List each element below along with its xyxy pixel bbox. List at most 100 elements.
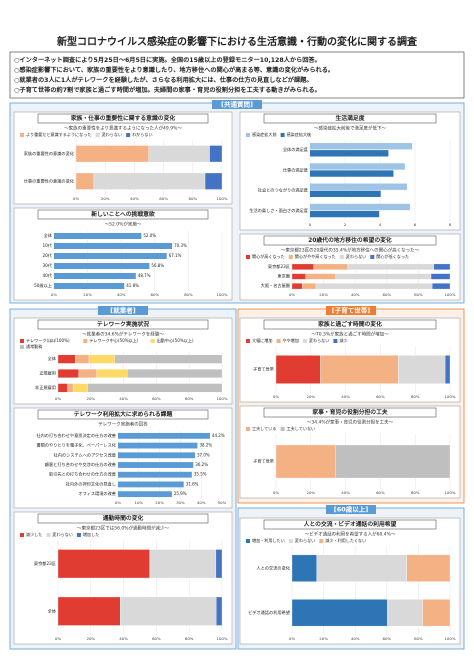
x-tick-label: 40%: [197, 500, 206, 505]
legend-label: より重要だと意識するようになった: [26, 131, 91, 137]
bar-segment: [315, 283, 433, 290]
bar-segment: [291, 263, 314, 270]
legend-label: 感染症拡大後: [287, 131, 312, 137]
panel-title: 家事・育児の役割分担の工夫: [312, 408, 388, 416]
section-tab: [212, 100, 262, 109]
x-tick-label: 40%: [119, 636, 128, 641]
x-tick-label: 4: [379, 222, 382, 227]
category-label: 子育て世帯: [253, 366, 274, 373]
category-label: 10代: [42, 242, 52, 249]
x-tick-label: 20%: [86, 396, 95, 401]
bar-segment: [275, 444, 337, 479]
x-tick-label: 0%: [289, 292, 295, 297]
legend-label: 関心が高くなった: [252, 253, 285, 259]
bar: [310, 170, 394, 177]
category-label: 全体: [44, 232, 53, 239]
bar: [54, 283, 125, 289]
bar-segment: [57, 549, 150, 579]
panel-title: 家族と過ごす時間の変化: [318, 320, 382, 328]
legend-label: やや増加: [283, 337, 299, 343]
bar-segment: [78, 369, 97, 378]
x-tick-label: 100%: [444, 394, 455, 399]
legend-swatch: [302, 339, 307, 343]
legend-swatch: [288, 539, 293, 543]
x-tick-label: 8: [449, 222, 452, 227]
bar-segment: [72, 383, 88, 393]
legend-swatch: [333, 339, 338, 343]
x-tick-label: 40%: [341, 394, 350, 399]
category-label: 書類のやりとりを電子化、ペーパーレス化: [36, 442, 116, 449]
legend-label: 減少した: [26, 531, 42, 537]
x-tick-label: 0%: [289, 636, 295, 641]
bar: [54, 273, 136, 279]
x-tick-label: 60%: [382, 636, 391, 641]
value-label: 25.9%: [174, 491, 187, 496]
bar-segment: [57, 354, 76, 364]
bar-segment: [57, 369, 79, 378]
bar: [54, 263, 150, 269]
bar: [118, 452, 195, 459]
x-tick-label: 80%: [411, 394, 420, 399]
x-tick-label: 60%: [150, 292, 159, 297]
x-tick-label: 20%: [319, 636, 328, 641]
bar-segment: [431, 283, 451, 290]
bar-segment: [204, 172, 223, 190]
x-tick-label: 80%: [188, 196, 197, 201]
section-label: [就業者]: [110, 306, 135, 315]
legend-label: 変わらない: [52, 531, 72, 537]
bar-segment: [335, 444, 451, 479]
legend-swatch: [20, 339, 24, 343]
x-tick-label: 20%: [319, 292, 328, 297]
x-tick-label: 60%: [382, 292, 391, 297]
bar-segment: [430, 273, 451, 280]
x-tick-label: 0%: [55, 396, 61, 401]
x-tick-label: 60%: [152, 636, 161, 641]
legend-swatch: [83, 339, 88, 343]
bar-segment: [291, 283, 303, 290]
summary-line: ○インターネット調査により5月25日～6月5日に実施。全国の15歳以上の登録モニ…: [14, 56, 321, 64]
legend-label: 大幅に増加: [252, 337, 272, 343]
legend-label: テレワーク(ほぼ100%): [26, 337, 70, 343]
x-tick-label: 50%: [218, 500, 227, 505]
bar-segment: [88, 354, 115, 364]
bar: [118, 491, 172, 498]
x-tick-label: 80%: [185, 396, 194, 401]
bar: [54, 233, 142, 239]
x-tick-label: 40%: [117, 292, 126, 297]
panel-subtitle: ～52.0%が実施～: [105, 221, 142, 228]
bar: [54, 243, 173, 249]
bar: [310, 150, 389, 157]
section-tab: [98, 306, 148, 315]
x-tick-label: 6: [414, 222, 417, 227]
x-tick-label: 40%: [351, 636, 360, 641]
bar: [310, 210, 380, 218]
category-label: 社内外の押印文化の見直し: [66, 480, 116, 487]
legend-label: 出勤中心(50%以上): [157, 337, 194, 343]
x-tick-label: 0%: [55, 636, 61, 641]
bar-segment: [114, 354, 223, 364]
panel-title-box: [37, 513, 209, 524]
x-tick-label: 60%: [152, 396, 161, 401]
bar-segment: [93, 172, 206, 190]
bar-segment: [127, 369, 223, 378]
category-label: 50歳以上: [34, 282, 52, 288]
panel-subtitle: ～ビデオ通話の利用を希望する人が60.4%～: [305, 531, 396, 538]
bar-segment: [215, 549, 223, 579]
category-label: ビデオ通話の利用希望: [248, 609, 290, 616]
x-tick-label: 100%: [444, 636, 455, 641]
x-tick-label: 80%: [414, 636, 423, 641]
category-label: 社内のシステムへのアクセス改善: [54, 451, 116, 458]
x-tick-label: 100%: [216, 636, 227, 641]
panel-title: 20歳代の地方移住の希望の変化: [308, 236, 392, 244]
legend-swatch: [339, 255, 344, 259]
section-label: [共通質問]: [221, 100, 253, 109]
legend-swatch: [20, 133, 24, 137]
x-tick-label: 60%: [376, 490, 385, 495]
bar-segment: [75, 354, 90, 364]
legend-swatch: [95, 133, 100, 137]
bar-segment: [291, 273, 306, 280]
x-tick-label: 0%: [51, 292, 57, 297]
category-label: 非正規雇用: [35, 384, 56, 391]
bar: [310, 143, 413, 150]
